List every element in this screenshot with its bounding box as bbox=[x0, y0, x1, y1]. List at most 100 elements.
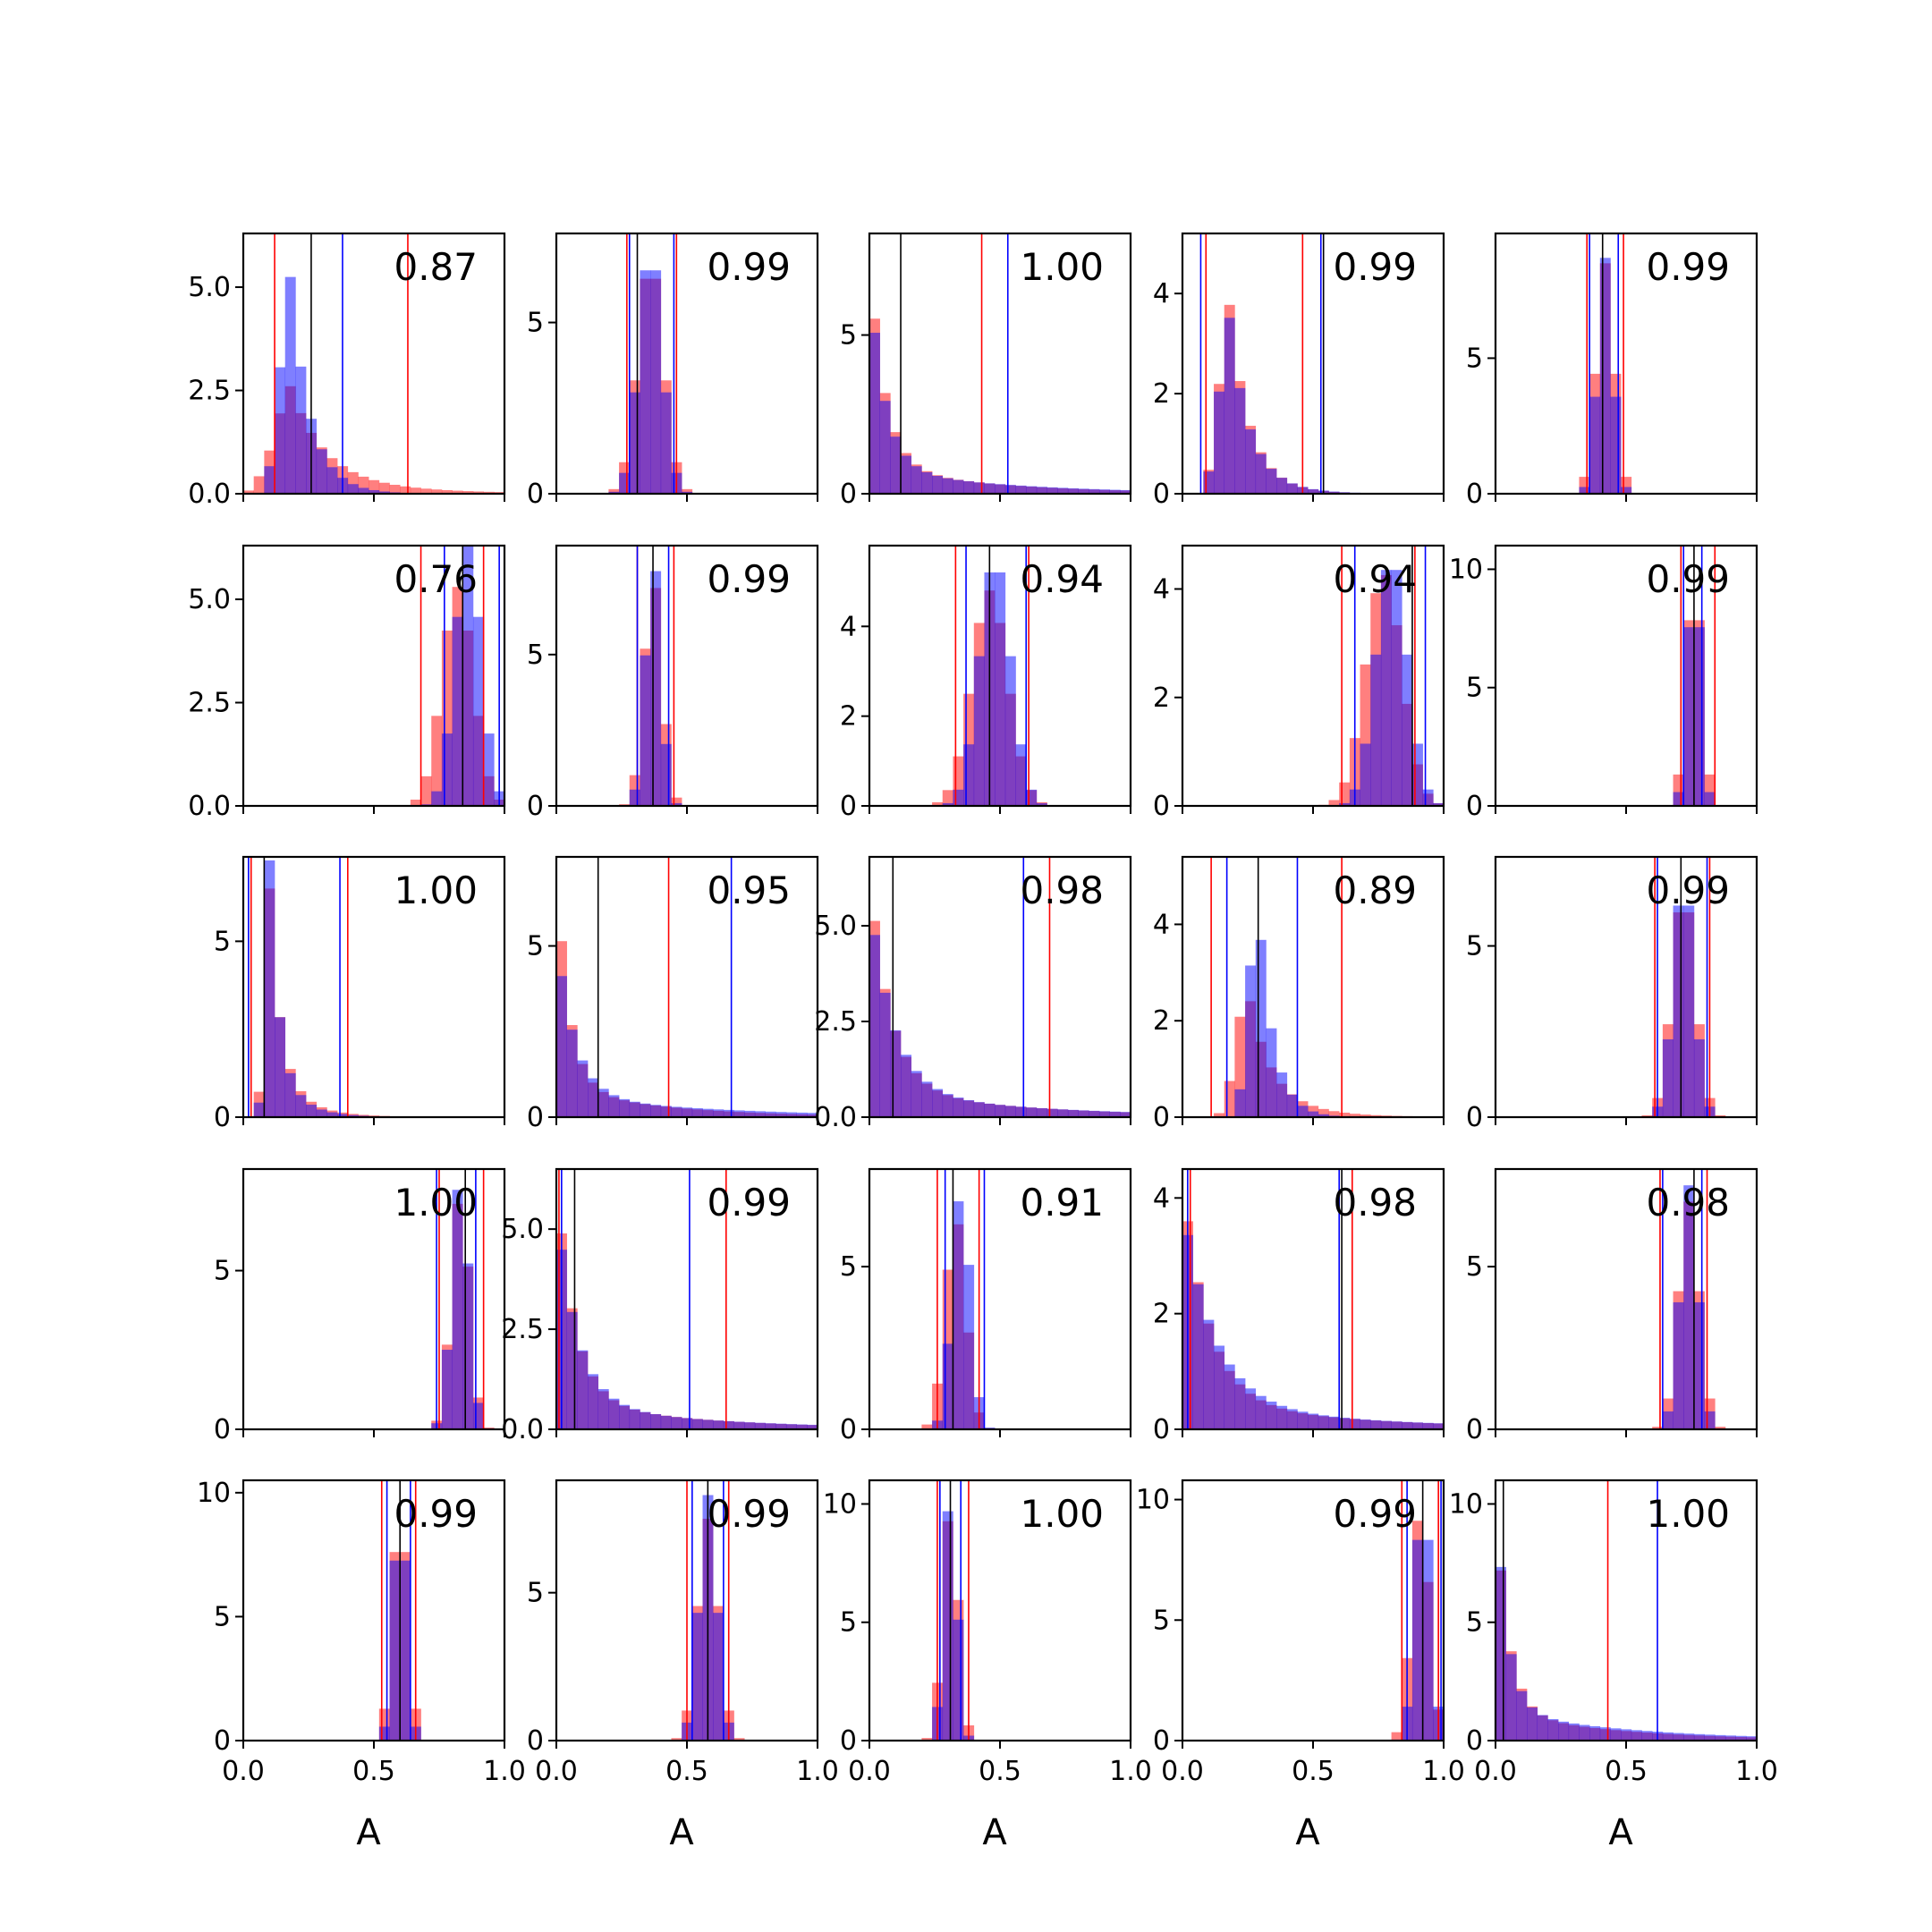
blue-bar bbox=[1308, 1111, 1319, 1117]
y-tick-label: 5 bbox=[527, 1578, 544, 1609]
x-axis-label: A bbox=[669, 1812, 694, 1853]
blue-bar bbox=[1078, 1110, 1089, 1117]
blue-bar bbox=[1496, 1566, 1506, 1741]
blue-bar bbox=[973, 656, 985, 806]
y-tick-label: 2.5 bbox=[188, 376, 231, 407]
blue-bar bbox=[1297, 1411, 1309, 1429]
y-tick-label: 4 bbox=[840, 611, 857, 642]
blue-bar bbox=[1245, 429, 1257, 494]
score-annotation: 1.00 bbox=[394, 1181, 478, 1224]
blue-bar bbox=[1693, 1302, 1705, 1429]
score-annotation: 0.99 bbox=[707, 245, 791, 289]
blue-bar bbox=[942, 1511, 953, 1741]
blue-bar bbox=[1057, 1109, 1069, 1117]
blue-bar bbox=[378, 491, 390, 494]
blue-bar bbox=[953, 1201, 964, 1429]
blue-bar bbox=[995, 1105, 1006, 1117]
blue-bar bbox=[1004, 1106, 1016, 1117]
blue-bar bbox=[660, 1106, 672, 1117]
blue-bar bbox=[682, 1418, 693, 1429]
score-annotation: 0.98 bbox=[1646, 1181, 1730, 1224]
blue-bar bbox=[326, 467, 338, 494]
x-tick-label: 1.0 bbox=[1422, 1756, 1465, 1787]
blue-bar bbox=[1015, 485, 1027, 494]
blue-bar bbox=[1599, 1727, 1611, 1741]
red-bar bbox=[420, 488, 432, 494]
red-bar bbox=[462, 491, 474, 494]
blue-bar bbox=[671, 802, 682, 806]
blue-bar bbox=[295, 1095, 307, 1117]
score-annotation: 0.99 bbox=[707, 557, 791, 601]
panel-r1c4: 0 2 4 0.99 bbox=[1153, 232, 1445, 510]
blue-bar bbox=[942, 1343, 953, 1429]
blue-bar bbox=[953, 1097, 964, 1117]
blue-bar bbox=[1067, 1109, 1079, 1117]
y-tick-label: 0 bbox=[1153, 1102, 1170, 1133]
plot-area bbox=[1568, 233, 1642, 494]
y-tick-label: 0 bbox=[840, 479, 857, 510]
x-tick-label: 0.5 bbox=[1605, 1756, 1648, 1787]
red-bar bbox=[243, 490, 254, 494]
blue-bar bbox=[577, 1350, 589, 1429]
blue-bar bbox=[953, 479, 964, 494]
blue-bar bbox=[1286, 483, 1298, 494]
x-axis-label: A bbox=[1295, 1812, 1320, 1853]
red-bar bbox=[932, 801, 944, 806]
blue-bar bbox=[1422, 1539, 1434, 1741]
blue-bar bbox=[995, 572, 1006, 806]
red-bar bbox=[1360, 664, 1371, 806]
score-annotation: 0.76 bbox=[394, 557, 478, 601]
y-tick-label: 10 bbox=[197, 1478, 231, 1509]
y-tick-label: 2.5 bbox=[814, 1006, 857, 1038]
red-bar bbox=[410, 487, 421, 494]
score-annotation: 0.91 bbox=[1020, 1181, 1104, 1224]
panel-r3c1: 051.00 bbox=[214, 855, 506, 1133]
blue-bar bbox=[1245, 965, 1257, 1117]
blue-bar bbox=[691, 1419, 703, 1429]
blue-bar bbox=[1255, 1395, 1267, 1429]
blue-bar bbox=[1339, 1418, 1351, 1429]
blue-bar bbox=[1339, 802, 1351, 806]
red-bar bbox=[921, 1424, 933, 1429]
score-annotation: 0.99 bbox=[707, 1181, 791, 1224]
blue-bar bbox=[785, 1424, 797, 1429]
plot-area bbox=[671, 1480, 745, 1741]
blue-bar bbox=[984, 483, 996, 494]
blue-bar bbox=[1589, 1725, 1601, 1741]
x-tick-label: 0.5 bbox=[979, 1756, 1021, 1787]
blue-bar bbox=[588, 1078, 599, 1117]
blue-bar bbox=[1276, 478, 1288, 494]
y-tick-label: 2 bbox=[1153, 682, 1170, 714]
y-tick-label: 0 bbox=[1153, 479, 1170, 510]
blue-bar bbox=[775, 1112, 787, 1117]
blue-bar bbox=[1255, 453, 1267, 494]
panel-r2c1: 0.0 2.5 5.0 0.76 bbox=[188, 544, 506, 822]
red-bar bbox=[378, 1708, 390, 1741]
panel-r4c1: 051.00 bbox=[214, 1167, 506, 1445]
blue-bar bbox=[702, 1108, 714, 1117]
blue-bar bbox=[1621, 1729, 1632, 1741]
blue-bar bbox=[577, 1060, 589, 1117]
red-bar bbox=[671, 1738, 682, 1741]
blue-bar bbox=[869, 333, 880, 494]
red-bar bbox=[1360, 1114, 1371, 1117]
blue-bar bbox=[597, 1389, 609, 1429]
x-tick-label: 1.0 bbox=[483, 1756, 526, 1787]
score-annotation: 0.99 bbox=[394, 1492, 478, 1536]
panel-r4c3: 050.91 bbox=[840, 1167, 1132, 1445]
red-bar bbox=[441, 630, 453, 806]
blue-bar bbox=[1026, 486, 1038, 494]
y-tick-label: 0 bbox=[1466, 791, 1483, 822]
blue-bar bbox=[1693, 1038, 1705, 1117]
red-bar bbox=[420, 775, 432, 806]
y-tick-label: 10 bbox=[1136, 1485, 1170, 1516]
blue-bar bbox=[1234, 1377, 1246, 1429]
red-bar bbox=[1673, 774, 1684, 806]
red-bar bbox=[347, 471, 359, 494]
red-bar bbox=[1328, 800, 1340, 806]
blue-bar bbox=[1046, 1108, 1058, 1117]
blue-bar bbox=[1360, 743, 1371, 806]
blue-bar bbox=[566, 1030, 578, 1117]
blue-bar bbox=[1120, 489, 1131, 494]
